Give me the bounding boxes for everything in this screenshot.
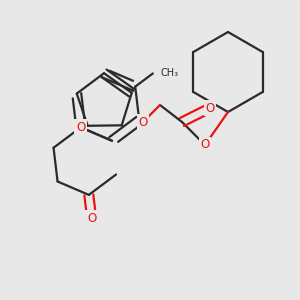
Text: O: O: [200, 139, 210, 152]
Text: CH₃: CH₃: [161, 68, 179, 79]
Text: O: O: [76, 121, 86, 134]
Text: O: O: [87, 212, 96, 225]
Text: O: O: [206, 101, 214, 115]
Text: O: O: [138, 116, 148, 128]
